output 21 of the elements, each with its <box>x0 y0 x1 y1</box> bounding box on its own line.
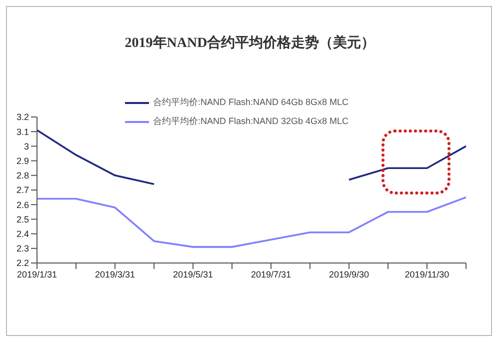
chart-title: 2019年NAND合约平均价格走势（美元） <box>124 34 376 52</box>
y-tick-label: 2.7 <box>16 185 29 196</box>
y-tick-label: 2.6 <box>16 200 29 210</box>
x-tick-label: 2019/11/30 <box>404 269 450 280</box>
x-tick-label: 2019/9/30 <box>328 269 370 280</box>
y-tick-label: 2.2 <box>16 258 29 268</box>
y-tick-label: 2.8 <box>16 170 29 181</box>
legend-label: 合约平均价:NAND Flash:NAND 64Gb 8Gx8 MLC <box>153 96 349 109</box>
legend-label: 合约平均价:NAND Flash:NAND 32Gb 4Gx8 MLC <box>153 115 349 128</box>
x-tick-label: 2019/1/31 <box>16 269 58 280</box>
y-tick-label: 3.2 <box>16 112 29 122</box>
x-tick-label: 2019/5/31 <box>172 269 214 280</box>
x-tick-label: 2019/7/31 <box>250 269 292 280</box>
y-tick-label: 2.3 <box>16 244 29 254</box>
line-series <box>36 196 467 248</box>
y-tick-label: 2.5 <box>16 214 29 224</box>
y-tick-label: 3.1 <box>16 126 29 137</box>
x-tick-label: 2019/3/31 <box>94 269 136 280</box>
y-tick-label: 3 <box>24 141 29 152</box>
y-tick-label: 2.9 <box>16 156 29 166</box>
y-tick-label: 2.4 <box>16 228 29 239</box>
